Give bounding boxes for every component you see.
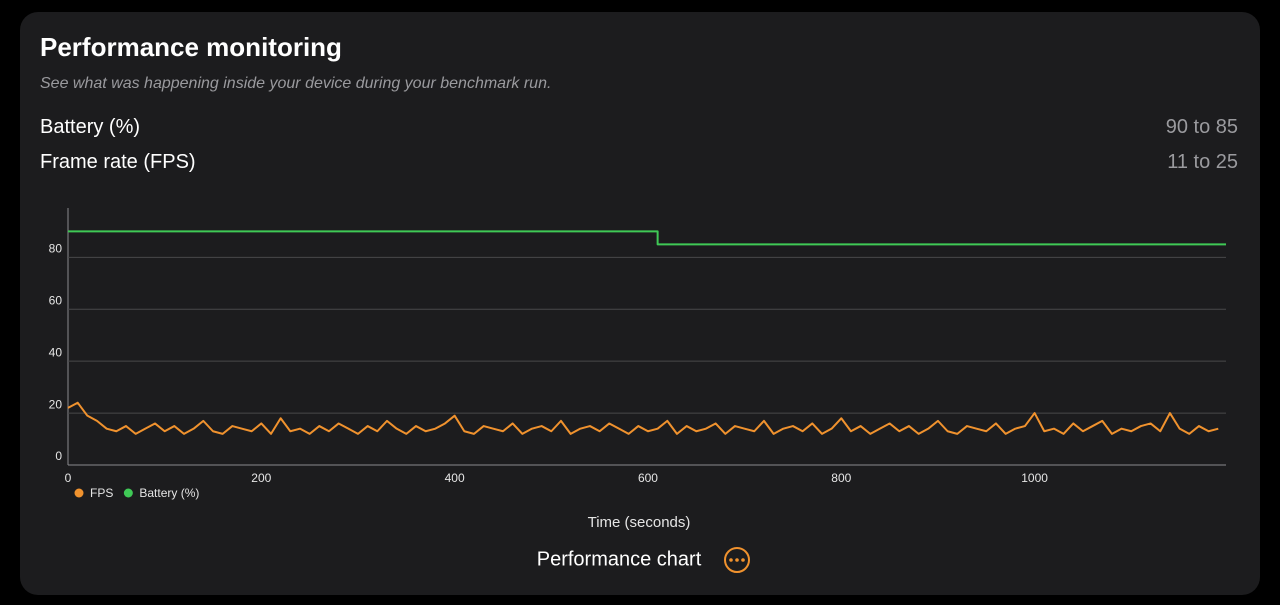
- x-tick-label: 200: [251, 471, 271, 485]
- dot: [729, 558, 733, 562]
- legend-swatch: [123, 488, 133, 498]
- stat-label: Frame rate (FPS): [40, 151, 196, 173]
- x-tick-label: 600: [638, 471, 658, 485]
- x-tick-label: 400: [445, 471, 465, 485]
- legend-swatch: [74, 488, 84, 498]
- y-tick-label: 60: [49, 293, 63, 307]
- x-axis-label: Time (seconds): [588, 514, 691, 531]
- stat-label: Battery (%): [40, 116, 141, 138]
- legend-label: Battery (%): [139, 486, 199, 500]
- footer-label[interactable]: Performance chart: [537, 548, 702, 570]
- dot: [741, 558, 745, 562]
- y-tick-label: 20: [49, 397, 63, 411]
- series-line: [68, 230, 1226, 246]
- subtitle: See what was happening inside your devic…: [40, 75, 552, 92]
- series-line: [67, 401, 1219, 435]
- x-tick-label: 800: [831, 471, 851, 485]
- y-tick-label: 80: [49, 241, 63, 255]
- title: Performance monitoring: [40, 32, 342, 62]
- legend-label: FPS: [90, 486, 113, 500]
- y-tick-label: 40: [49, 345, 63, 359]
- stat-value: 90 to 85: [1165, 116, 1238, 138]
- more-button[interactable]: [724, 547, 750, 573]
- y-tick-label: 0: [55, 449, 62, 463]
- card: [20, 12, 1260, 595]
- x-tick-label: 1000: [1021, 471, 1048, 485]
- dot: [735, 558, 739, 562]
- x-tick-label: 0: [65, 471, 72, 485]
- stat-value: 11 to 25: [1167, 151, 1238, 173]
